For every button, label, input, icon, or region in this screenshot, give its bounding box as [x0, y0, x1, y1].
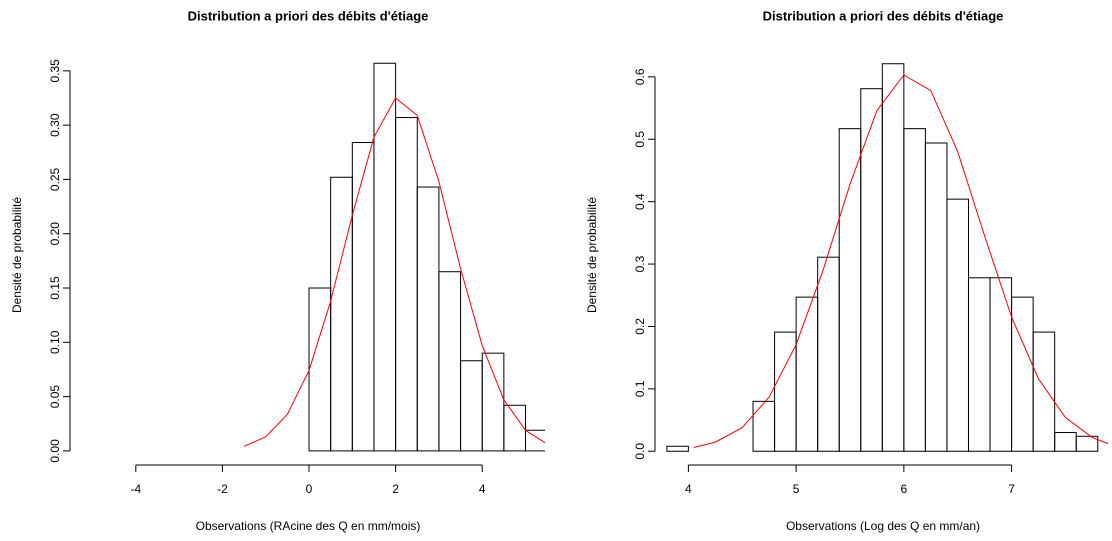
histogram-bar: [438, 271, 462, 452]
y-tick-label: 0.0: [633, 443, 647, 460]
x-tick-label: -2: [217, 482, 228, 496]
histogram-bar: [666, 445, 689, 452]
x-tick-label: 4: [685, 482, 692, 496]
y-tick-label: 0.3: [633, 255, 647, 272]
density-curve: [243, 97, 545, 447]
plot-area: [666, 63, 1108, 452]
y-tick-label: 0.05: [48, 385, 62, 409]
y-tick-label: 0.5: [633, 131, 647, 148]
histogram-bar: [795, 296, 819, 452]
y-tick-label: 0.15: [48, 276, 62, 300]
y-tick-label: 0.10: [48, 330, 62, 354]
chart-panel: Distribution a priori des débits d'étiag…: [585, 8, 1108, 533]
x-tick-label: 6: [901, 482, 908, 496]
y-tick-label: 0.6: [633, 68, 647, 85]
histogram-bar: [924, 142, 948, 452]
histogram-bar: [860, 88, 883, 452]
histogram-bar: [525, 429, 545, 452]
x-axis-label: Observations (Log des Q en mm/an): [786, 519, 980, 533]
histogram-bar: [881, 63, 905, 452]
x-tick-label: 5: [793, 482, 800, 496]
histogram-bar: [1054, 432, 1077, 452]
histogram-bar: [416, 186, 440, 452]
histogram-bar: [503, 404, 527, 452]
plot-area: [243, 62, 545, 452]
x-tick-label: 0: [306, 482, 313, 496]
y-tick-label: 0.00: [48, 439, 62, 463]
histogram-bar: [373, 62, 397, 452]
histogram-bar: [395, 117, 418, 452]
y-axis-label: Densité de probabilité: [10, 197, 24, 313]
y-tick-label: 0.30: [48, 113, 62, 137]
histogram-bar: [1075, 435, 1099, 452]
histogram-bar: [460, 360, 483, 452]
y-tick-label: 0.2: [633, 318, 647, 335]
chart-panel: Distribution a priori des débits d'étiag…: [10, 8, 545, 533]
histogram-bar: [946, 198, 969, 452]
histogram-bar: [838, 128, 862, 452]
histogram-bar: [330, 176, 353, 452]
histogram-bar: [1032, 331, 1056, 452]
histogram-bar: [903, 128, 926, 452]
x-tick-label: -4: [130, 482, 141, 496]
y-tick-label: 0.4: [633, 193, 647, 210]
y-axis-label: Densité de probabilité: [585, 197, 599, 313]
density-curve: [693, 74, 1108, 448]
histogram-bar: [481, 352, 505, 452]
x-tick-label: 2: [392, 482, 399, 496]
x-axis-label: Observations (RAcine des Q en mm/mois): [196, 519, 421, 533]
histogram-bar: [351, 142, 375, 452]
histogram-bar: [817, 256, 840, 452]
histogram-bar: [989, 277, 1013, 452]
x-tick-label: 7: [1008, 482, 1015, 496]
y-tick-label: 0.1: [633, 380, 647, 397]
chart-title: Distribution a priori des débits d'étiag…: [763, 8, 1004, 23]
y-tick-label: 0.25: [48, 167, 62, 191]
chart-title: Distribution a priori des débits d'étiag…: [188, 8, 429, 23]
histogram-bar: [752, 400, 776, 452]
histogram-bar: [967, 277, 991, 452]
y-tick-label: 0.20: [48, 222, 62, 246]
x-tick-label: 4: [479, 482, 486, 496]
histogram-bar: [1011, 296, 1034, 452]
y-tick-label: 0.35: [48, 59, 62, 83]
